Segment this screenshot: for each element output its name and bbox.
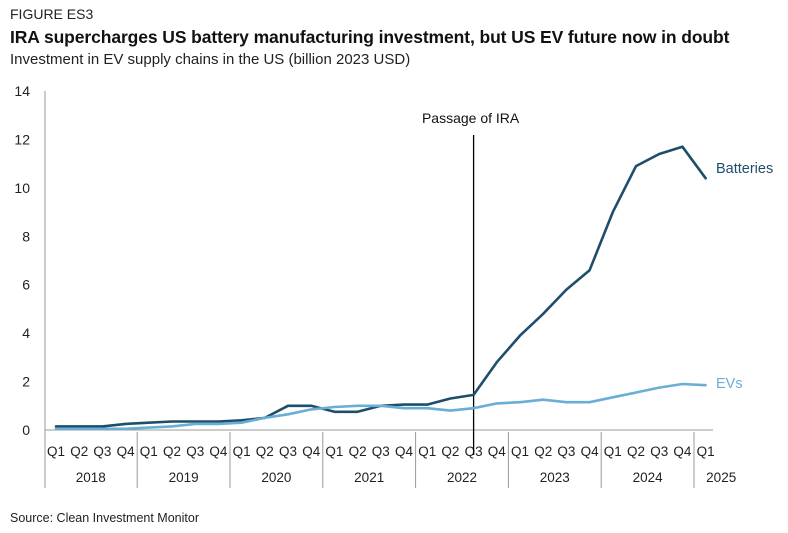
series-label-evs: EVs — [716, 376, 743, 392]
x-tick-label: Q1 — [140, 444, 158, 459]
y-tick-label: 8 — [22, 228, 30, 244]
ira-annotation-label: Passage of IRA — [422, 110, 520, 126]
x-axis: Q1 Q2 Q3 Q4 Q1 Q2 Q3 Q4 Q1 Q2 Q3 Q4 Q1 Q2 Q3 Q4 Q1 Q2 Q3 Q4… — [45, 429, 736, 488]
y-tick-label: 4 — [22, 325, 30, 341]
x-tick-label: Q1 — [233, 444, 251, 459]
year-label: 2020 — [261, 470, 291, 485]
x-tick-label: Q4 — [395, 444, 414, 459]
x-tick-label: Q3 — [650, 444, 668, 459]
source-note: Source: Clean Investment Monitor — [10, 511, 199, 525]
x-tick-label: Q1 — [604, 444, 622, 459]
year-label: 2024 — [633, 470, 664, 485]
series-line-evs — [54, 382, 707, 431]
x-tick-label: Q2 — [256, 444, 274, 459]
year-label: 2025 — [706, 470, 736, 485]
series-label-batteries: Batteries — [716, 161, 773, 177]
x-tick-label: Q4 — [673, 444, 692, 459]
x-tick-label: Q3 — [372, 444, 390, 459]
x-tick-label: Q2 — [163, 444, 181, 459]
year-label: 2022 — [447, 470, 477, 485]
x-tick-label: Q3 — [279, 444, 297, 459]
x-tick-label: Q2 — [441, 444, 459, 459]
x-tick-label: Q1 — [47, 444, 65, 459]
x-tick-label: Q4 — [581, 444, 600, 459]
chart-subtitle: Investment in EV supply chains in the US… — [10, 51, 411, 68]
y-tick-label: 0 — [22, 422, 30, 438]
x-tick-label: Q3 — [93, 444, 111, 459]
x-tick-label: Q2 — [349, 444, 367, 459]
series-line-batteries — [54, 145, 707, 428]
x-tick-label: Q2 — [534, 444, 552, 459]
year-label: 2018 — [76, 470, 106, 485]
y-axis: 0 2 4 6 8 10 12 14 — [14, 83, 46, 488]
x-tick-label: Q1 — [697, 444, 715, 459]
x-tick-label: Q4 — [488, 444, 507, 459]
y-tick-label: 6 — [22, 277, 30, 293]
year-label: 2023 — [540, 470, 570, 485]
x-tick-label: Q1 — [325, 444, 343, 459]
x-tick-label: Q4 — [209, 444, 228, 459]
y-tick-label: 2 — [22, 374, 30, 390]
x-tick-label: Q3 — [557, 444, 575, 459]
year-label: 2019 — [169, 470, 199, 485]
x-tick-label: Q1 — [418, 444, 436, 459]
x-tick-label: Q1 — [511, 444, 529, 459]
y-tick-label: 10 — [14, 180, 30, 196]
annotations: Passage of IRA — [422, 110, 520, 455]
x-tick-label: Q3 — [186, 444, 204, 459]
x-tick-label: Q4 — [117, 444, 136, 459]
y-tick-label: 12 — [14, 131, 30, 147]
line-chart: 0 2 4 6 8 10 12 14 Q1 Q2 Q3 Q4 Q1 Q2 Q3 Q4 Q1 Q2 Q3 Q4 Q1 Q2… — [14, 83, 773, 488]
x-tick-label: Q2 — [627, 444, 645, 459]
figure-label: FIGURE ES3 — [10, 6, 94, 22]
x-tick-label: Q4 — [302, 444, 321, 459]
x-tick-label: Q2 — [70, 444, 88, 459]
y-tick-label: 14 — [14, 83, 30, 99]
chart-title: IRA supercharges US battery manufacturin… — [10, 27, 730, 47]
year-label: 2021 — [354, 470, 384, 485]
series-group: Batteries EVs — [54, 145, 773, 431]
